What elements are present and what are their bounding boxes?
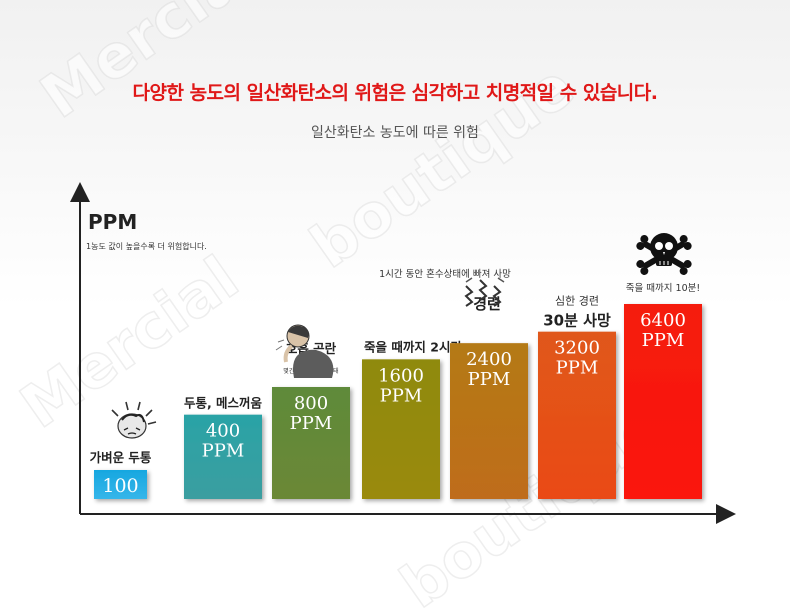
bar-value-label: 3200 <box>554 338 600 359</box>
headache-icon <box>111 401 157 439</box>
effect-label: 30분 사망 <box>543 312 611 330</box>
effect-note: 죽을 때까지 10분! <box>626 283 700 294</box>
bar-value-label: PPM <box>202 441 245 462</box>
effect-note: 1시간 동안 혼수상태에 빠져 사망 <box>379 268 511 280</box>
effect-note: 심한 경련 <box>555 295 599 308</box>
effect-label: 가벼운 두통 <box>90 450 152 465</box>
bar-value-label: 400 <box>206 421 240 442</box>
bar <box>538 331 616 499</box>
bar-value-label: PPM <box>642 330 685 351</box>
coughing-man-icon <box>275 324 334 378</box>
sub-title: 일산화탄소 농도에 따른 위험 <box>311 125 479 141</box>
bar <box>624 304 702 499</box>
bar-value-label: 1600 <box>378 365 424 386</box>
bar-value-label: PPM <box>290 413 333 434</box>
main-title: 다양한 농도의 일산화탄소의 위험은 심각하고 치명적일 수 있습니다. <box>132 82 658 104</box>
bar-value-label: 800 <box>294 393 328 414</box>
bar-value-label: 2400 <box>466 349 512 370</box>
skull-crossbones-icon <box>636 233 692 275</box>
bar-value-label: 6400 <box>640 310 686 331</box>
bar-value-label: PPM <box>556 358 599 379</box>
bar-value-label: PPM <box>468 369 511 390</box>
bar-value-label: 100 <box>102 475 138 497</box>
bar <box>272 387 350 499</box>
y-axis-unit-label: PPM <box>88 210 138 234</box>
effect-label: 두통, 메스꺼움 <box>184 396 263 411</box>
bar <box>450 343 528 499</box>
y-axis-note: 1농도 값이 높을수록 더 위험합니다. <box>86 242 207 251</box>
bar-value-label: PPM <box>380 385 423 406</box>
bar <box>94 470 147 499</box>
effect-label: 죽을 때까지 2시간 <box>364 339 462 354</box>
bar-group: 100 가벼운 두통 <box>90 450 152 499</box>
bar <box>184 414 262 499</box>
convulsion-icon <box>464 277 505 307</box>
bar <box>362 359 440 499</box>
